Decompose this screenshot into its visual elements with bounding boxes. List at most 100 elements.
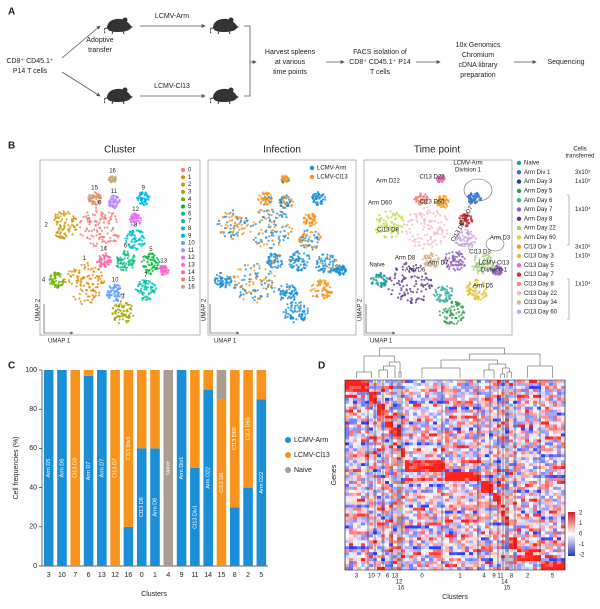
- umap-cell: [55, 273, 57, 275]
- umap-cell: [267, 213, 269, 215]
- heatmap-cell: [533, 395, 537, 398]
- umap-cell: [116, 305, 118, 307]
- umap-cell: [232, 209, 234, 211]
- heatmap-cell: [465, 395, 469, 398]
- bar-label: Arm D22: [206, 467, 212, 489]
- umap-cell: [425, 257, 427, 259]
- heatmap-cell: [489, 416, 493, 419]
- umap-cell: [128, 264, 130, 266]
- heatmap-cell: [441, 392, 445, 395]
- heatmap-cell: [561, 419, 565, 422]
- heatmap-cell: [361, 416, 365, 419]
- heatmap-cell: [409, 383, 413, 386]
- umap-x-label: UMAP 1: [48, 339, 71, 345]
- heatmap-cell: [365, 428, 369, 431]
- umap-cell: [468, 244, 470, 246]
- heatmap-cell: [489, 442, 493, 445]
- heatmap-cell: [377, 430, 381, 433]
- umap-cell: [290, 315, 292, 317]
- umap-cell: [303, 217, 305, 219]
- heatmap-cell: [361, 386, 365, 389]
- heatmap-cell: [461, 422, 465, 425]
- heatmap-cell: [469, 416, 473, 419]
- umap-cell: [409, 220, 411, 222]
- heatmap-cell: [441, 425, 445, 428]
- bar-label: Cl13 D60: [246, 417, 252, 440]
- umap-cell: [479, 299, 481, 301]
- umap-cell: [218, 223, 220, 225]
- umap-cell: [92, 213, 94, 215]
- umap-cell: [258, 265, 260, 267]
- umap-cell: [474, 298, 476, 300]
- umap-cell: [330, 255, 332, 257]
- heatmap-cell: [353, 436, 357, 439]
- umap-cell: [450, 264, 452, 266]
- heatmap-cell: [469, 410, 473, 413]
- heatmap-cell: [413, 436, 417, 439]
- heatmap-cell: [541, 398, 545, 401]
- umap-cell: [140, 203, 142, 205]
- umap-cell: [464, 229, 466, 231]
- umap-cell: [96, 211, 98, 213]
- umap-cell: [424, 284, 426, 286]
- heatmap-cell: [517, 392, 521, 395]
- heatmap-cell: [533, 401, 537, 404]
- umap-cell: [253, 299, 255, 301]
- umap-cell: [112, 307, 114, 309]
- heatmap-cell: [557, 419, 561, 422]
- umap-cell: [300, 245, 302, 247]
- heatmap-cell: [445, 439, 449, 442]
- heatmap-cell: [365, 392, 369, 395]
- umap-cell: [290, 292, 292, 294]
- umap-cell: [468, 222, 470, 224]
- heatmap-cell: [445, 380, 449, 383]
- x-tick-label: 11: [191, 572, 198, 579]
- umap-cell: [257, 242, 259, 244]
- umap-cell: [324, 268, 326, 270]
- heatmap-cell: [365, 445, 369, 448]
- umap-cell: [260, 202, 262, 204]
- umap-cell: [259, 245, 261, 247]
- cluster-annotation: 10: [112, 278, 119, 284]
- umap-cell: [409, 231, 411, 233]
- umap-cell: [448, 257, 450, 259]
- umap-cell: [67, 273, 69, 275]
- umap-cell: [459, 268, 461, 270]
- umap-cell: [396, 269, 398, 271]
- legend-label: 16: [188, 284, 195, 290]
- legend-label: 8: [188, 226, 192, 232]
- umap-cell: [385, 277, 387, 279]
- heatmap-cell: [517, 433, 521, 436]
- umap-cell: [151, 282, 153, 284]
- umap-cell: [243, 279, 245, 281]
- umap-cell: [148, 297, 150, 299]
- umap-cell: [420, 279, 422, 281]
- umap-cell: [375, 274, 377, 276]
- heatmap-cell: [485, 422, 489, 425]
- heatmap-cell: [549, 430, 553, 433]
- umap-cell: [271, 214, 273, 216]
- umap-cell: [385, 222, 387, 224]
- umap-cell: [100, 266, 102, 268]
- heatmap-cell: [405, 422, 409, 425]
- umap-cell: [104, 227, 106, 229]
- heatmap-cell: [449, 398, 453, 401]
- umap-cell: [234, 222, 236, 224]
- heatmap-cell: [549, 392, 553, 395]
- umap-cell: [298, 240, 300, 242]
- umap-cell: [332, 255, 334, 257]
- legend-label: LCMV-Cl13: [294, 452, 330, 459]
- umap-axis: [366, 304, 395, 333]
- umap-cell: [95, 198, 97, 200]
- heatmap-cell: [385, 383, 389, 386]
- umap-cell: [253, 269, 255, 271]
- heatmap-cell: [525, 425, 529, 428]
- heatmap-cell: [353, 430, 357, 433]
- umap-cell: [444, 215, 446, 217]
- umap-cell: [98, 275, 100, 277]
- heatmap-cell: [385, 422, 389, 425]
- heatmap-cell: [477, 436, 481, 439]
- umap-cell: [285, 316, 287, 318]
- umap-cell: [304, 244, 306, 246]
- heatmap-cell: [361, 401, 365, 404]
